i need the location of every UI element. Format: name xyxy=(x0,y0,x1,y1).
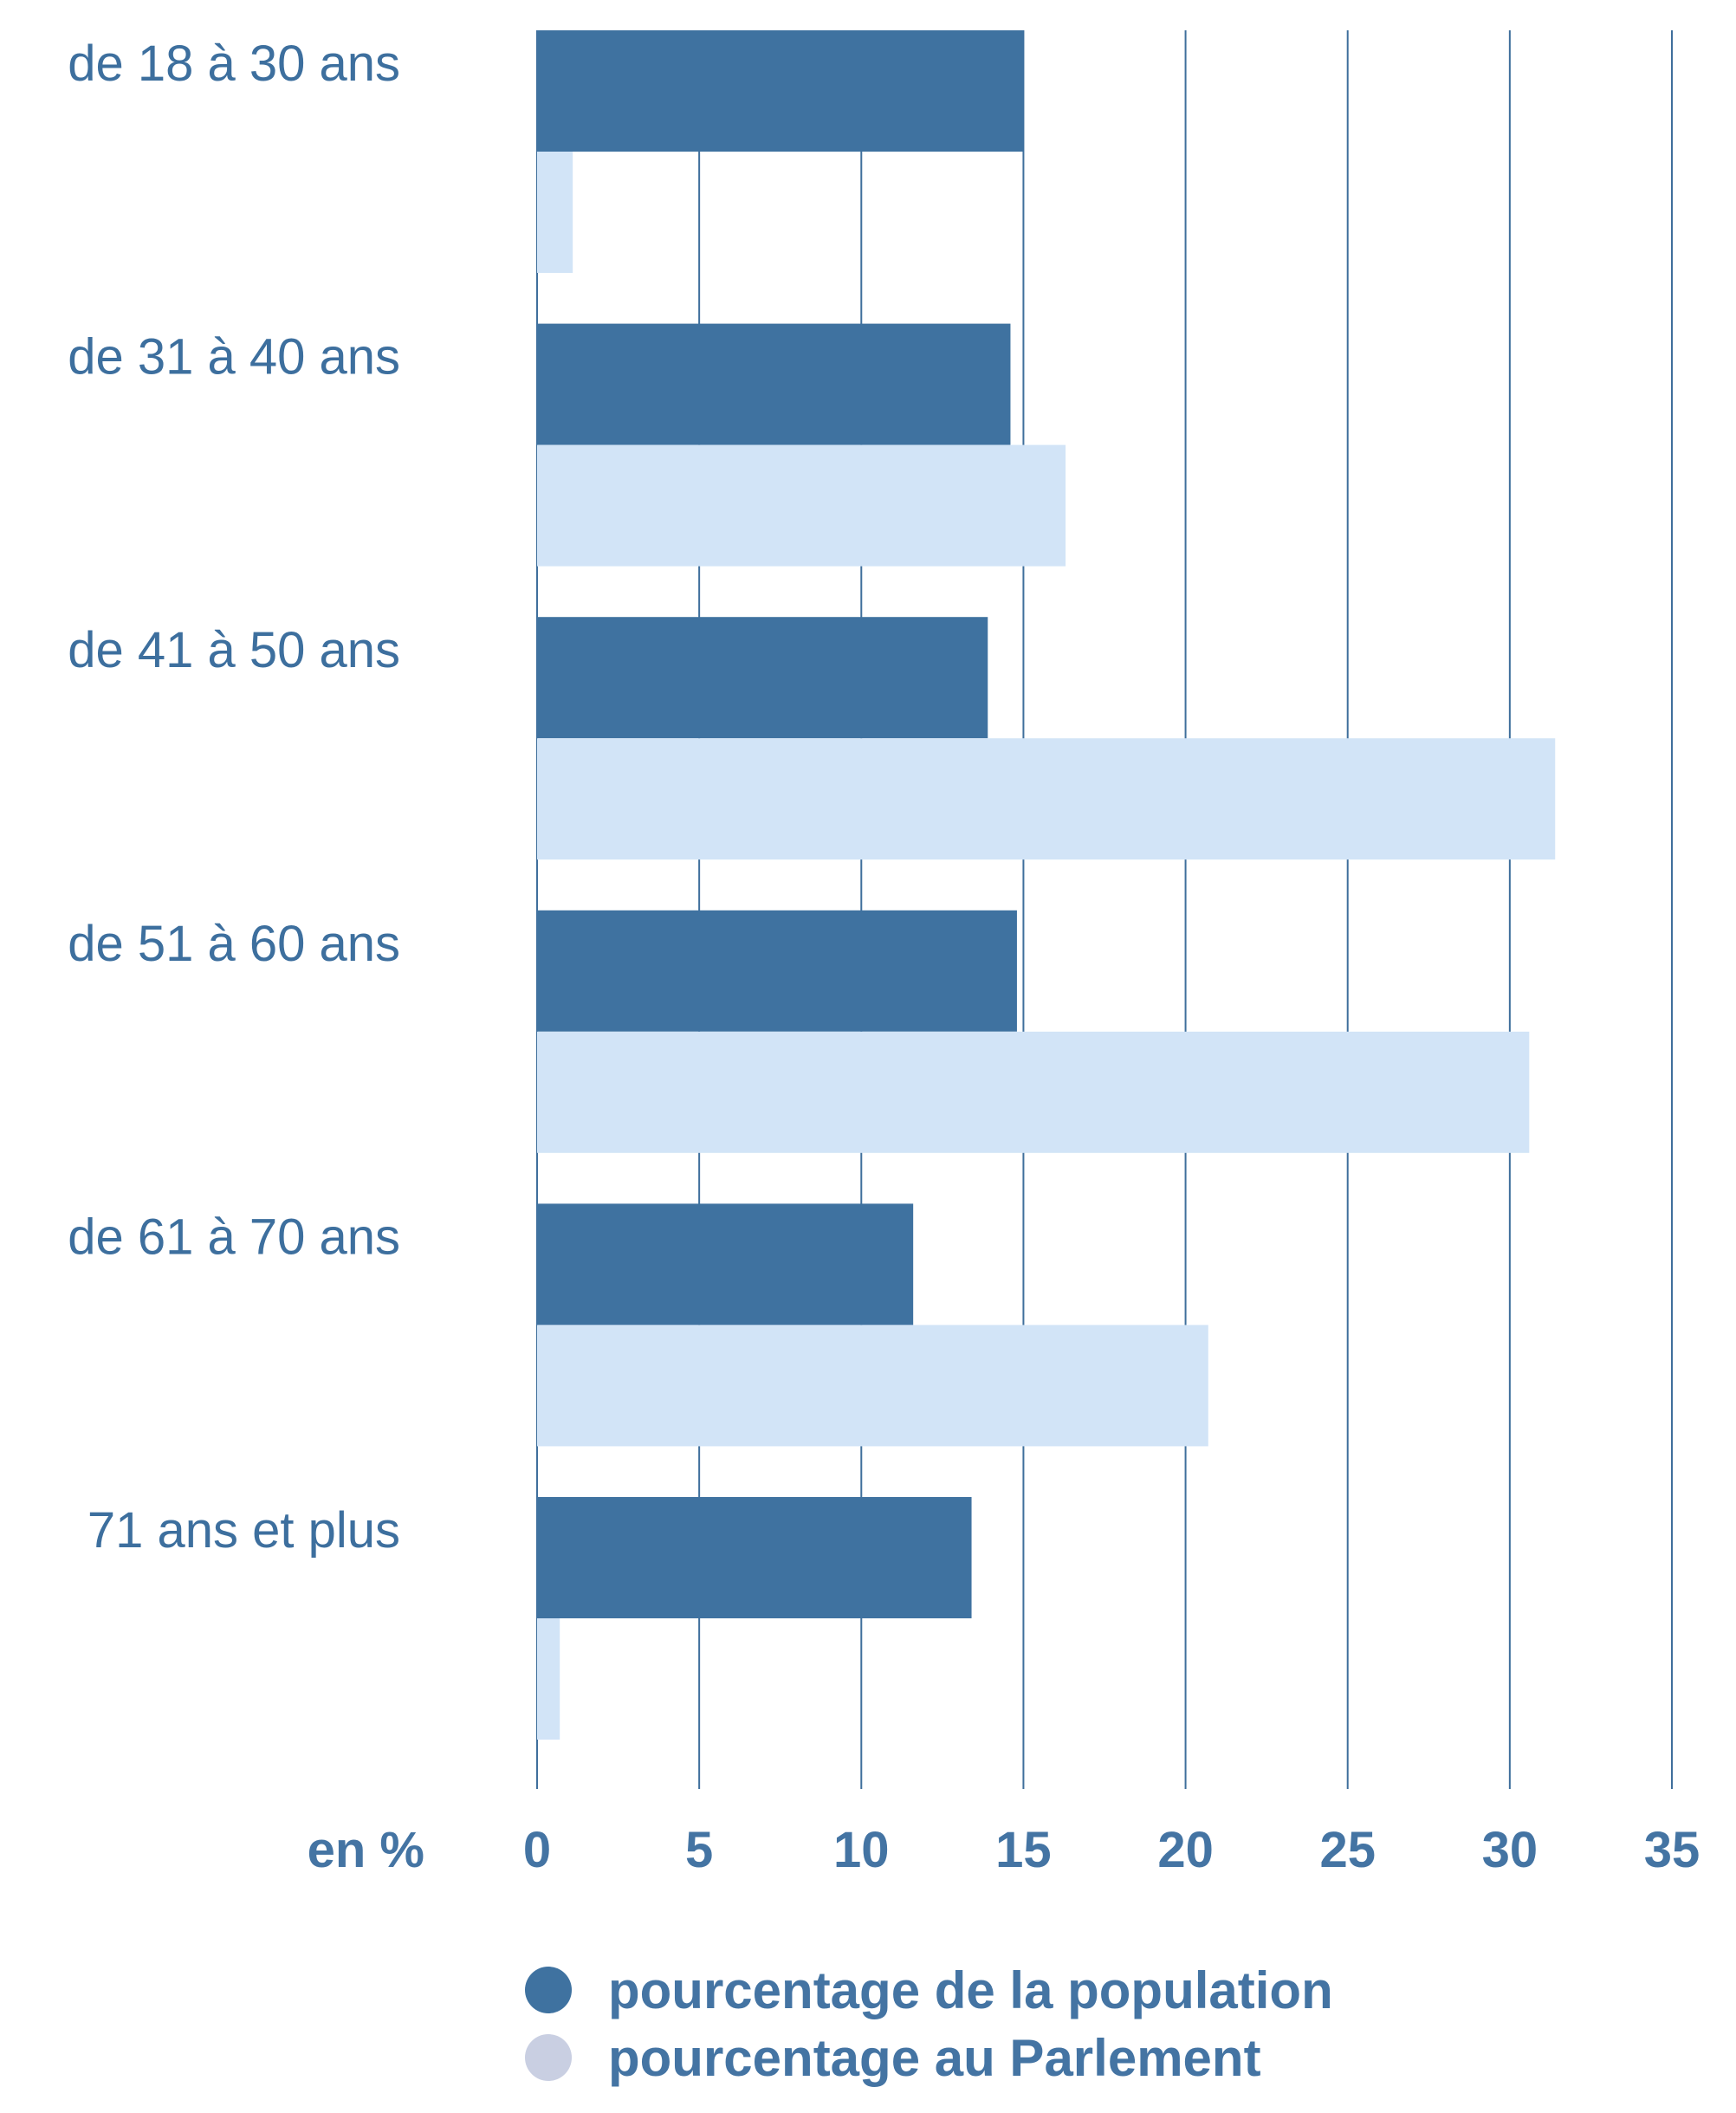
bar-population-2 xyxy=(537,617,988,739)
bar-parlement-5 xyxy=(537,1618,560,1740)
legend-label-1: pourcentage au Parlement xyxy=(608,2029,1261,2087)
x-tick-label-15: 15 xyxy=(995,1822,1052,1878)
bar-population-0 xyxy=(537,30,1024,152)
legend-swatch-1 xyxy=(525,2034,572,2081)
bar-population-3 xyxy=(537,910,1017,1032)
legend-label-0: pourcentage de la population xyxy=(608,1961,1333,2019)
category-label-1: de 31 à 40 ans xyxy=(68,329,400,386)
x-tick-label-20: 20 xyxy=(1157,1822,1214,1878)
bar-parlement-0 xyxy=(537,152,573,273)
bar-parlement-3 xyxy=(537,1031,1530,1153)
bars xyxy=(537,30,1556,1740)
category-label-2: de 41 à 50 ans xyxy=(68,622,400,678)
category-label-5: 71 ans et plus xyxy=(87,1502,400,1559)
category-label-4: de 61 à 70 ans xyxy=(68,1209,400,1265)
x-tick-label-25: 25 xyxy=(1319,1822,1376,1878)
bar-population-5 xyxy=(537,1497,972,1618)
category-label-3: de 51 à 60 ans xyxy=(68,916,400,972)
category-label-0: de 18 à 30 ans xyxy=(68,36,400,92)
category-labels: de 18 à 30 ans de 31 à 40 ans de 41 à 50 a… xyxy=(68,36,400,1559)
legend-swatch-0 xyxy=(525,1967,572,2013)
bar-parlement-1 xyxy=(537,444,1066,567)
grid-lines xyxy=(536,30,1673,1789)
x-tick-label-0: 0 xyxy=(523,1822,551,1878)
x-tick-label-30: 30 xyxy=(1482,1822,1538,1878)
bar-parlement-4 xyxy=(537,1325,1208,1447)
x-tick-labels: 0 5 10 15 20 25 30 35 xyxy=(523,1822,1700,1878)
x-tick-label-10: 10 xyxy=(833,1822,890,1878)
x-tick-label-5: 5 xyxy=(685,1822,713,1878)
bar-parlement-2 xyxy=(537,738,1556,860)
legend: pourcentage de la population pourcentage … xyxy=(525,1961,1333,2087)
bar-population-4 xyxy=(537,1203,914,1325)
x-axis-label: en % xyxy=(308,1822,424,1878)
x-tick-label-35: 35 xyxy=(1644,1822,1700,1878)
bar-population-1 xyxy=(537,323,1011,445)
